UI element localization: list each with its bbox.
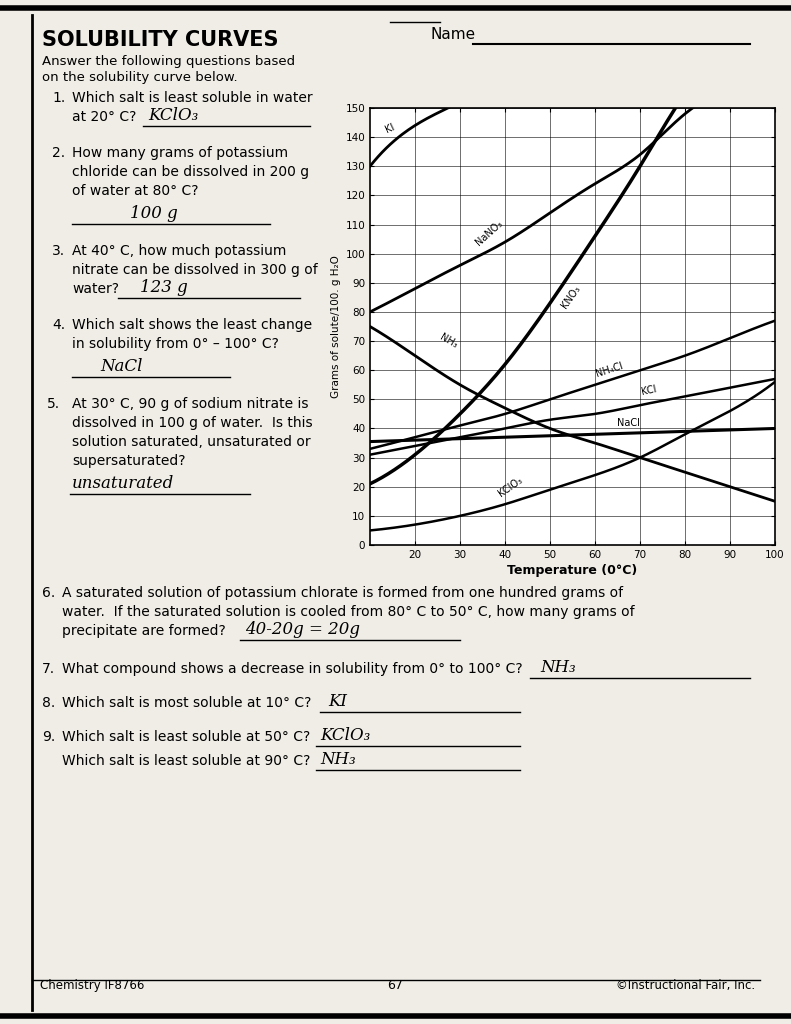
Text: Which salt shows the least change: Which salt shows the least change (72, 318, 312, 332)
Text: Which salt is least soluble in water: Which salt is least soluble in water (72, 91, 312, 105)
Text: 123 g: 123 g (140, 279, 187, 296)
Text: 67: 67 (387, 979, 403, 992)
Text: KI: KI (384, 122, 396, 135)
Text: 1.: 1. (52, 91, 65, 105)
Text: KClO₃: KClO₃ (496, 475, 524, 499)
Text: At 30° C, 90 g of sodium nitrate is: At 30° C, 90 g of sodium nitrate is (72, 397, 308, 411)
Text: 100 g: 100 g (130, 205, 178, 222)
Text: Chemistry IF8766: Chemistry IF8766 (40, 979, 145, 992)
Text: dissolved in 100 g of water.  Is this: dissolved in 100 g of water. Is this (72, 416, 312, 430)
Text: supersaturated?: supersaturated? (72, 454, 186, 468)
Text: NaCl: NaCl (100, 358, 142, 375)
Text: unsaturated: unsaturated (72, 475, 174, 492)
Text: ©Instructional Fair, Inc.: ©Instructional Fair, Inc. (616, 979, 755, 992)
Text: chloride can be dissolved in 200 g: chloride can be dissolved in 200 g (72, 165, 309, 179)
Text: KClO₃: KClO₃ (320, 727, 370, 744)
Text: at 20° C?: at 20° C? (72, 110, 136, 124)
Text: Answer the following questions based: Answer the following questions based (42, 55, 295, 68)
Text: of water at 80° C?: of water at 80° C? (72, 184, 199, 198)
Text: Which salt is least soluble at 90° C?: Which salt is least soluble at 90° C? (62, 754, 310, 768)
Text: 5.: 5. (47, 397, 60, 411)
Text: 3.: 3. (52, 244, 65, 258)
Text: NaCl: NaCl (618, 418, 641, 428)
Text: Name: Name (430, 27, 475, 42)
Text: nitrate can be dissolved in 300 g of: nitrate can be dissolved in 300 g of (72, 263, 318, 278)
Text: How many grams of potassium: How many grams of potassium (72, 146, 288, 160)
Text: Which salt is least soluble at 50° C?: Which salt is least soluble at 50° C? (62, 730, 310, 744)
Text: NH₃: NH₃ (540, 659, 576, 676)
Text: Which salt is most soluble at 10° C?: Which salt is most soluble at 10° C? (62, 696, 312, 710)
Text: 2.: 2. (52, 146, 65, 160)
Text: water.  If the saturated solution is cooled from 80° C to 50° C, how many grams : water. If the saturated solution is cool… (62, 605, 634, 618)
Text: SOLUBILITY CURVES: SOLUBILITY CURVES (42, 30, 278, 50)
Text: 9.: 9. (42, 730, 55, 744)
Text: NaNO₃: NaNO₃ (474, 219, 504, 248)
Text: solution saturated, unsaturated or: solution saturated, unsaturated or (72, 435, 311, 449)
Text: NH₃: NH₃ (320, 751, 356, 768)
Text: KCl: KCl (640, 384, 657, 397)
Text: water?: water? (72, 282, 119, 296)
X-axis label: Temperature (0°C): Temperature (0°C) (507, 564, 638, 578)
Text: A saturated solution of potassium chlorate is formed from one hundred grams of: A saturated solution of potassium chlora… (62, 586, 623, 600)
Text: KI: KI (328, 693, 347, 710)
Text: KClO₃: KClO₃ (148, 106, 199, 124)
Text: in solubility from 0° – 100° C?: in solubility from 0° – 100° C? (72, 337, 279, 351)
Text: 6.: 6. (42, 586, 55, 600)
Text: What compound shows a decrease in solubility from 0° to 100° C?: What compound shows a decrease in solubi… (62, 662, 523, 676)
Y-axis label: Grams of solute/100. g H₂O: Grams of solute/100. g H₂O (331, 255, 341, 398)
Text: 40-20g = 20g: 40-20g = 20g (245, 621, 360, 638)
Text: KNO₃: KNO₃ (559, 284, 581, 310)
Text: At 40° C, how much potassium: At 40° C, how much potassium (72, 244, 286, 258)
Text: precipitate are formed?: precipitate are formed? (62, 624, 225, 638)
Text: NH₃: NH₃ (437, 332, 459, 350)
Text: 4.: 4. (52, 318, 65, 332)
Text: 8.: 8. (42, 696, 55, 710)
Text: NH₄Cl: NH₄Cl (595, 361, 625, 379)
Text: on the solubility curve below.: on the solubility curve below. (42, 71, 237, 84)
Text: 7.: 7. (42, 662, 55, 676)
